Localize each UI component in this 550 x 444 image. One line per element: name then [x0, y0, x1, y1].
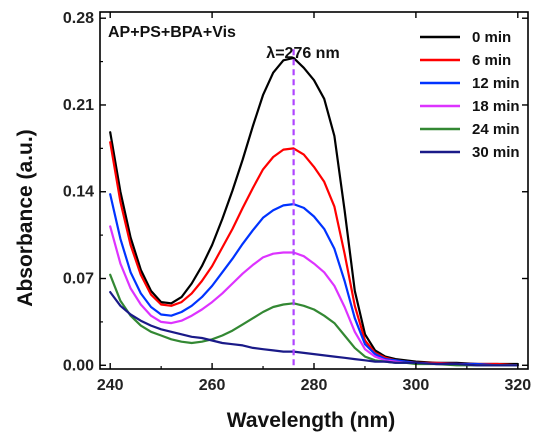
y-tick-label: 0.28: [63, 10, 94, 27]
legend: 0 min 6 min 12 min 18 min 24 min 30 min: [420, 29, 520, 161]
series-lines: [109, 49, 519, 369]
x-tick-label: 240: [97, 377, 124, 394]
series-line-18-min: [109, 225, 519, 367]
x-tick-label: 300: [403, 377, 430, 394]
y-tick-label: 0.00: [63, 357, 94, 374]
series-line-24-min: [109, 273, 519, 367]
x-axis-title: Wavelength (nm): [227, 409, 395, 432]
legend-label: 0 min: [472, 29, 511, 46]
x-tick-label: 260: [199, 377, 226, 394]
sample-annotation: AP+PS+BPA+Vis: [108, 24, 236, 41]
legend-label: 30 min: [472, 144, 520, 161]
series-line-30-min: [109, 291, 519, 367]
peak-wavelength-label: λ=276 nm: [266, 45, 339, 62]
y-axis-title: Absorbance (a.u.): [14, 129, 37, 306]
legend-label: 6 min: [472, 52, 511, 69]
series-line-0-min: [109, 56, 519, 366]
legend-label: 18 min: [472, 98, 520, 115]
y-tick-label: 0.07: [63, 271, 94, 288]
y-tick-label: 0.21: [63, 97, 94, 114]
x-tick-label: 280: [301, 377, 328, 394]
axes: 240 260 280 300 320 0.00 0.07 0.14 0.21 0.28: [63, 10, 531, 394]
y-tick-label: 0.14: [63, 184, 94, 201]
x-tick-label: 320: [504, 377, 531, 394]
legend-label: 24 min: [472, 121, 520, 138]
legend-label: 12 min: [472, 75, 520, 92]
